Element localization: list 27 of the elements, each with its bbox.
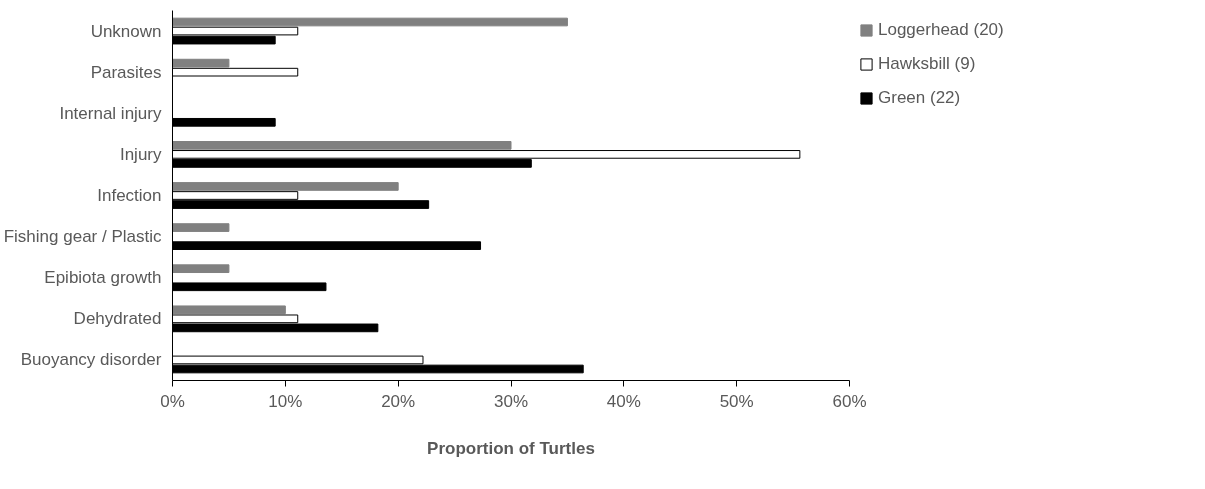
bar (172, 141, 512, 150)
x-tick-label: 30% (493, 391, 529, 411)
y-tick-label: Fishing gear / Plastic (3, 227, 162, 247)
y-tick-label: Injury (119, 144, 162, 164)
bar (172, 17, 568, 27)
bar (172, 223, 230, 232)
x-axis-title: Proportion of Turtles (427, 438, 595, 458)
legend-label: Hawksbill (9) (878, 54, 976, 74)
bar (172, 182, 399, 191)
bar (172, 58, 230, 68)
bar (172, 305, 286, 315)
y-tick-label: Dehydrated (73, 309, 162, 329)
y-tick-label: Buoyancy disorder (20, 350, 162, 370)
y-tick-label: Epibiota growth (44, 268, 162, 288)
y-tick-label: Infection (97, 186, 162, 205)
legend-label: Green (22) (878, 88, 961, 108)
y-tick-label: Unknown (90, 21, 162, 41)
y-tick-label: Internal injury (59, 103, 162, 123)
x-tick-label: 20% (381, 391, 416, 411)
x-tick-label: 50% (719, 391, 754, 411)
y-tick-label: Parasites (90, 62, 162, 82)
x-tick-label: 0% (160, 391, 185, 411)
legend-label: Loggerhead (20) (878, 20, 1004, 40)
bar (172, 264, 230, 274)
x-tick-label: 10% (268, 391, 303, 411)
x-tick-label: 60% (832, 391, 867, 411)
x-tick-label: 40% (606, 391, 641, 411)
